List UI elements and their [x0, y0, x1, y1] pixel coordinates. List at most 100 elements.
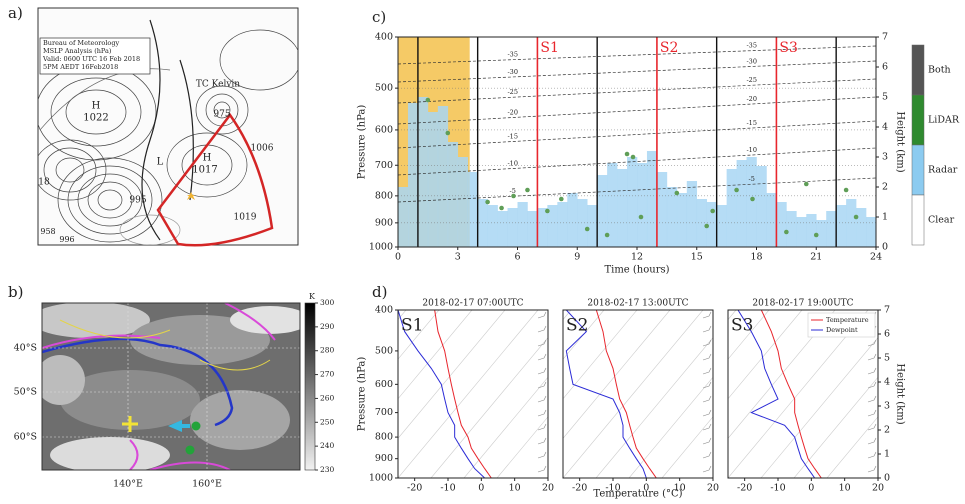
- lidar-point: [499, 205, 504, 211]
- radar-column: [826, 211, 837, 247]
- lidar-point: [710, 208, 715, 214]
- legend-label: LiDAR: [928, 115, 960, 126]
- radar-column: [398, 187, 409, 247]
- isotherm-label: -30: [746, 57, 756, 65]
- radar-column: [517, 202, 528, 247]
- radar-column: [607, 163, 618, 247]
- radar-column: [776, 202, 787, 247]
- radar-column: [736, 160, 747, 247]
- lidar-point: [624, 151, 630, 157]
- radar-column: [746, 157, 757, 247]
- isotherm-label: -20: [746, 95, 756, 103]
- radar-column: [577, 199, 588, 247]
- lidar-point: [638, 214, 644, 220]
- frame: [727, 309, 879, 479]
- wind-barb: [867, 423, 877, 431]
- y2-tick-label: 3: [884, 401, 890, 412]
- x-tick-label: 20: [872, 483, 884, 494]
- skew-line: [398, 310, 506, 439]
- legend-label: Dewpoint: [826, 326, 858, 334]
- wind-barb: [537, 451, 547, 459]
- x-tick-label: -10: [440, 483, 455, 494]
- profile-line: [398, 310, 486, 478]
- y-axis-label: Pressure (hPa): [357, 357, 368, 432]
- skew-line: [430, 337, 548, 478]
- sounding-label: S3: [779, 40, 798, 56]
- y2-tick-label: 1: [882, 212, 888, 223]
- lidar-point: [853, 214, 859, 220]
- map-label: MSLP Analysis (hPa): [43, 47, 112, 55]
- wind-barb: [702, 451, 712, 459]
- skew-line: [398, 310, 539, 478]
- legend-label: Both: [928, 65, 951, 76]
- lon-label: 140°E: [113, 479, 143, 490]
- sounding-label: S2: [660, 40, 679, 56]
- radar-column: [567, 193, 578, 247]
- skew-line: [563, 310, 704, 478]
- lidar-point: [813, 232, 819, 238]
- map-label: H: [203, 153, 212, 164]
- radar-column: [467, 172, 478, 247]
- y2-tick-label: 4: [882, 122, 888, 133]
- colorbar-tick-label: 250: [320, 417, 335, 426]
- lidar-point: [445, 130, 451, 136]
- y2-tick-label: 0: [882, 242, 888, 253]
- isotherm-label: -20: [507, 109, 517, 117]
- radar-column: [646, 151, 658, 247]
- y-axis-label: Pressure (hPa): [357, 105, 368, 180]
- isotherm-label: -10: [507, 160, 517, 168]
- lidar-point: [843, 187, 849, 193]
- x-tick-label: -20: [572, 483, 587, 494]
- isotherm-label: -35: [507, 51, 517, 59]
- map-label: 18: [38, 178, 50, 188]
- x-tick-label: 20: [542, 483, 554, 494]
- map-label: 1019: [234, 213, 257, 223]
- profile-line: [595, 310, 657, 478]
- radar-column: [676, 193, 688, 247]
- lidar-point: [511, 193, 516, 199]
- wind-barb: [537, 465, 547, 473]
- radar-column: [417, 97, 429, 247]
- y2-axis-label: Height (km): [895, 111, 906, 172]
- y2-tick-label: 2: [882, 182, 888, 193]
- radar-column: [796, 217, 807, 247]
- sounding-label: S1: [401, 316, 423, 336]
- skew-line: [826, 416, 878, 478]
- wind-barb: [537, 423, 547, 431]
- x-tick-label: 6: [514, 252, 520, 263]
- wind-barb: [702, 381, 712, 389]
- map-label: L: [157, 157, 164, 168]
- lidar-point: [545, 208, 550, 214]
- skew-line: [628, 376, 713, 478]
- wind-barb: [867, 339, 877, 347]
- isotherm-label: -10: [746, 146, 756, 154]
- legend-label: Radar: [928, 165, 958, 176]
- panel-label: d): [372, 283, 387, 301]
- plot-area: -35 -35 -30 -30 -25 -25 -20 -20 -15 -15 -10 -10 -5 -5: [398, 37, 876, 247]
- radar-column: [756, 166, 767, 247]
- radar-column: [497, 211, 508, 247]
- radar-column: [686, 181, 698, 247]
- radar-column: [726, 169, 737, 247]
- legend-box: [807, 312, 876, 338]
- plot-area: [728, 310, 878, 478]
- map-label: 1022: [83, 113, 108, 124]
- lidar-point: [674, 190, 680, 196]
- colorbar-tick-label: 280: [320, 346, 335, 355]
- panel-title: 2018-02-17 13:00UTC: [587, 299, 688, 309]
- skew-line: [661, 416, 713, 478]
- skew-line: [728, 310, 803, 400]
- radar-column: [836, 205, 847, 247]
- x-tick-label: 24: [870, 252, 882, 263]
- sounding-label: S3: [731, 316, 753, 336]
- map-label: 958: [40, 227, 55, 236]
- y2-tick-label: 5: [884, 353, 890, 364]
- x-tick-label: 18: [750, 252, 762, 263]
- radar-column: [407, 103, 419, 247]
- wind-barb: [702, 311, 712, 319]
- panel-label: c): [372, 8, 386, 26]
- isotherm-label: -25: [746, 76, 756, 84]
- lidar-point: [803, 181, 809, 187]
- profile-line: [565, 310, 647, 478]
- colorbar: [304, 302, 316, 471]
